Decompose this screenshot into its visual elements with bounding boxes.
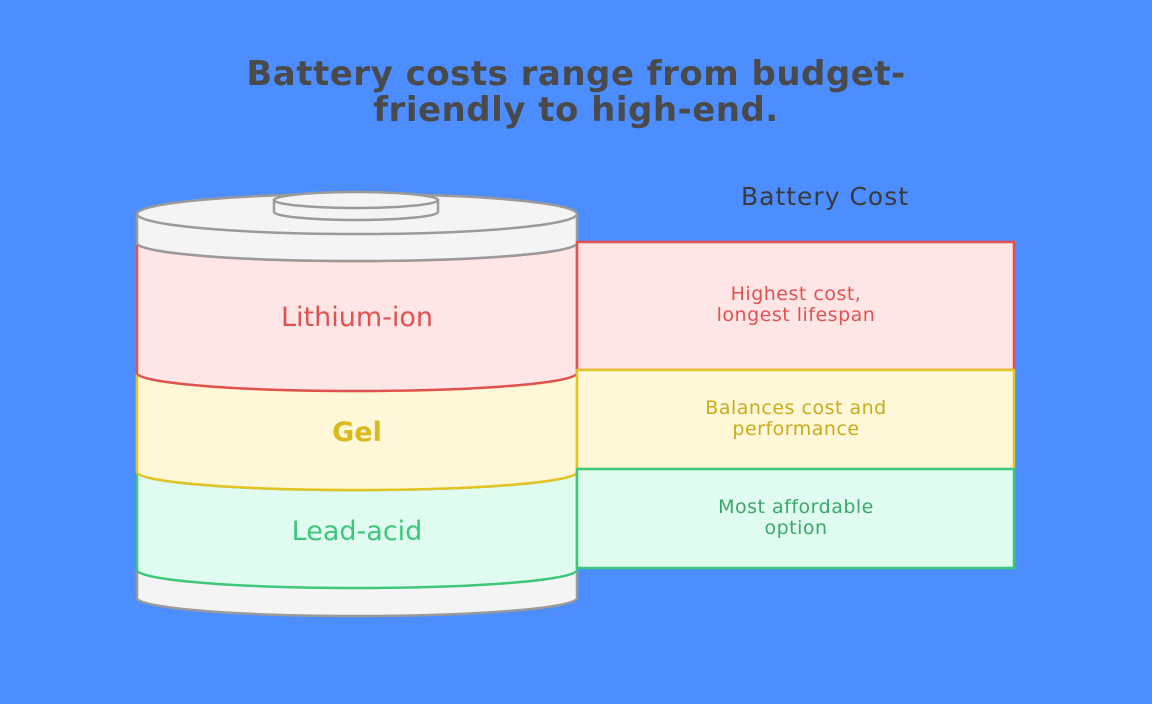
description-lead-acid: Most affordable option: [578, 497, 1014, 539]
description-gel-line-1: Balances cost and: [705, 397, 887, 419]
label-lead-acid: Lead-acid: [291, 516, 423, 547]
description-lithium-ion: Highest cost, longest lifespan: [578, 284, 1014, 326]
description-lithium-ion-line-2: longest lifespan: [716, 304, 876, 326]
diagram-title: Battery costs range from budget- friendl…: [0, 56, 1152, 128]
cost-box-lithium-ion: [575, 240, 1016, 372]
label-lithium-ion: Lithium-ion: [280, 302, 434, 333]
description-lead-acid-line-1: Most affordable: [718, 496, 874, 518]
description-lithium-ion-line-1: Highest cost,: [730, 283, 862, 305]
description-gel: Balances cost and performance: [578, 398, 1014, 440]
column-header: Battery Cost: [740, 182, 910, 211]
description-lead-acid-line-2: option: [764, 517, 828, 539]
label-gel: Gel: [332, 417, 382, 448]
title-line-2: friendly to high-end.: [373, 90, 779, 130]
title-line-1: Battery costs range from budget-: [246, 54, 906, 94]
cost-box-lead-acid: [575, 467, 1016, 570]
description-gel-line-2: performance: [732, 418, 860, 440]
battery-terminal-top: [272, 190, 440, 210]
